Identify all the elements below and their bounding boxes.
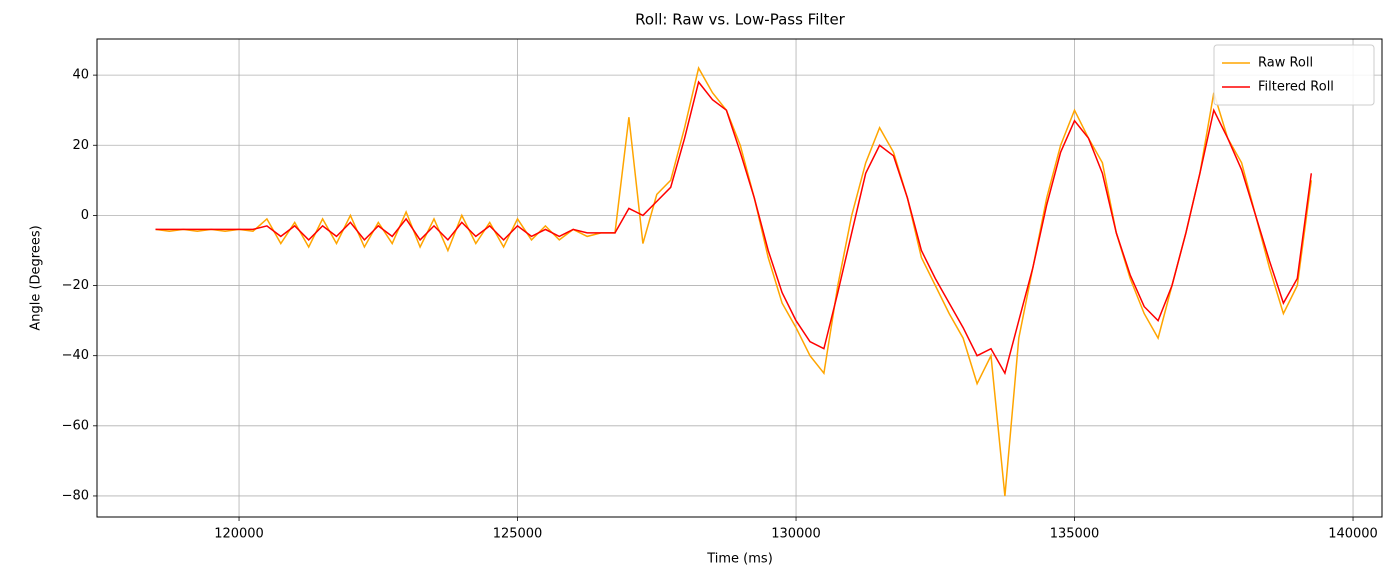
y-tick-label: 20 xyxy=(72,138,89,153)
plot-frame xyxy=(96,38,1383,518)
y-tick-label: −80 xyxy=(62,488,89,503)
x-tick-label: 120000 xyxy=(214,527,264,542)
x-tick-label: 130000 xyxy=(771,527,821,542)
legend-label: Filtered Roll xyxy=(1258,80,1334,95)
y-tick-label: 0 xyxy=(81,208,89,223)
y-tick-label: −40 xyxy=(62,348,89,363)
chart-title: Roll: Raw vs. Low-Pass Filter xyxy=(635,11,846,29)
y-axis-label: Angle (Degrees) xyxy=(29,225,44,330)
x-tick-label: 125000 xyxy=(493,527,543,542)
y-tick-label: −60 xyxy=(62,418,89,433)
data-line xyxy=(155,80,1313,376)
x-axis-label: Time (ms) xyxy=(706,552,773,567)
legend-label: Raw Roll xyxy=(1258,56,1313,71)
legend: Raw Roll Filtered Roll xyxy=(1213,44,1375,106)
x-tick-label: 135000 xyxy=(1050,527,1100,542)
y-tick-label: −20 xyxy=(62,278,89,293)
x-tick-label: 140000 xyxy=(1328,527,1378,542)
legend-box xyxy=(1213,44,1375,106)
y-tick-label: 40 xyxy=(72,68,89,83)
